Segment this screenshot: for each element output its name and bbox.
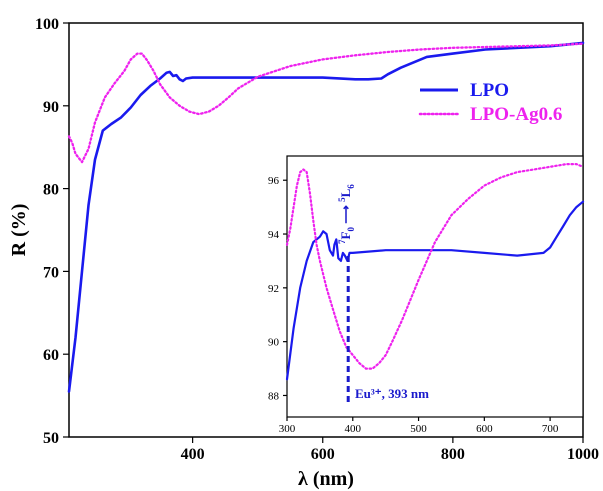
inset-plot-frame	[286, 155, 584, 418]
x-tick-label: 600	[311, 446, 335, 463]
legend-label-lpo-ag: LPO-Ag0.6	[470, 104, 562, 125]
transition-to-sub: 6	[346, 184, 356, 189]
y-tick-label: 90	[43, 99, 59, 116]
transition-from: F	[338, 232, 353, 240]
x-tick-label: 400	[345, 423, 362, 435]
inset-x-ticks: 300 400 500 600 700	[279, 417, 559, 435]
series-line-lpo	[67, 41, 585, 393]
x-tick-label: 600	[476, 423, 493, 435]
series-line-lpo-ag	[285, 163, 585, 370]
main-y-ticks: 50 60 70 80 90 100	[35, 16, 69, 447]
transition-from-sub: 0	[346, 227, 356, 232]
inset-series	[285, 163, 585, 381]
legend-label-lpo: LPO	[470, 80, 509, 101]
main-x-ticks: 400 600 800 1000	[181, 437, 599, 463]
y-tick-label: 50	[43, 430, 59, 447]
y-tick-label: 60	[43, 347, 59, 364]
x-tick-label: 300	[279, 423, 296, 435]
y-tick-label: 94	[268, 229, 280, 241]
transition-to: L	[338, 188, 353, 197]
y-tick-label: 80	[43, 182, 59, 199]
y-tick-label: 90	[268, 337, 280, 349]
transition-arrow-icon: ⟶	[338, 202, 353, 227]
y-tick-label: 100	[35, 16, 59, 33]
main-y-axis-title: R (%)	[8, 204, 30, 257]
x-tick-label: 700	[542, 423, 559, 435]
y-tick-label: 88	[268, 390, 280, 402]
inset-y-ticks: 88 90 92 94 96	[268, 175, 287, 402]
transition-from-sup: 7	[337, 239, 347, 244]
main-x-axis-title: λ (nm)	[298, 468, 354, 490]
transition-to-sup: 5	[337, 197, 347, 202]
transition-label: 7F0 ⟶ 5L6	[337, 184, 356, 244]
x-tick-label: 800	[441, 446, 465, 463]
eu-393-label: Eu³⁺, 393 nm	[355, 386, 429, 401]
y-tick-label: 96	[268, 175, 280, 187]
main-series	[67, 41, 585, 393]
y-tick-label: 92	[268, 283, 279, 295]
x-tick-label: 400	[181, 446, 205, 463]
y-tick-label: 70	[43, 264, 59, 281]
x-tick-label: 1000	[567, 446, 599, 463]
series-line-lpo-ag	[67, 42, 585, 164]
legend: LPO LPO-Ag0.6	[418, 80, 562, 125]
series-line-lpo	[285, 200, 585, 381]
x-tick-label: 500	[410, 423, 427, 435]
